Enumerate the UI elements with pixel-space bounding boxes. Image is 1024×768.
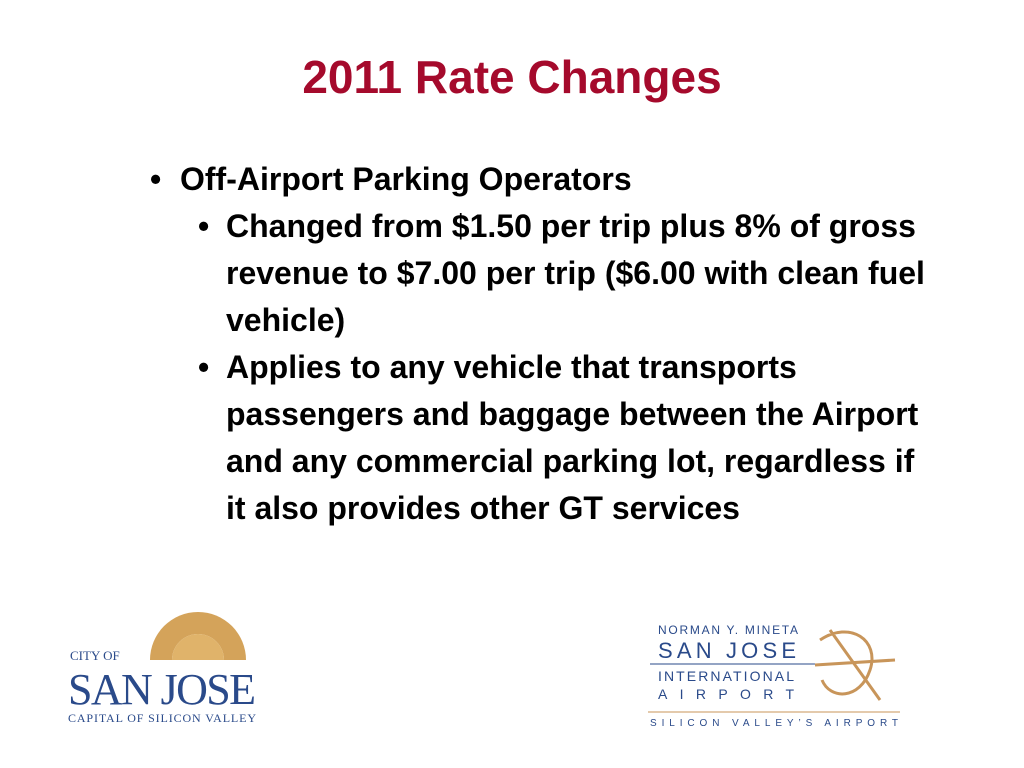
sub-bullet: • Applies to any vehicle that transports… <box>198 344 938 532</box>
city-logo: CITY OF SAN JOSE CAPITAL OF SILICON VALL… <box>68 612 256 725</box>
logo-text: INTERNATIONAL <box>658 668 794 684</box>
logo-text: SAN JOSE <box>68 665 256 714</box>
bullet-text: Off-Airport Parking Operators <box>180 161 632 197</box>
logo-text: NORMAN Y. MINETA <box>658 623 798 637</box>
bullet-dot: • <box>198 349 210 385</box>
logo-text: SAN JOSE <box>658 638 796 663</box>
bullet-text: Changed from $1.50 per trip plus 8% of g… <box>226 208 925 338</box>
logo-text: AIRPORT <box>658 686 794 702</box>
airport-logo: NORMAN Y. MINETA SAN JOSE INTERNATIONAL … <box>648 623 900 729</box>
airport-emblem <box>814 629 896 701</box>
sun-icon <box>150 612 246 686</box>
bullet-dot: • <box>198 208 210 244</box>
logo-text: CITY OF <box>70 648 120 663</box>
sub-bullet: • Changed from $1.50 per trip plus 8% of… <box>198 203 938 344</box>
logo-text: CAPITAL OF SILICON VALLEY <box>68 711 256 725</box>
bullet-text: Applies to any vehicle that transports p… <box>226 349 919 526</box>
bullet-dot: • <box>150 161 162 197</box>
slide-title: 2011 Rate Changes <box>302 51 722 103</box>
logo-text: SILICON VALLEY’S AIRPORT <box>650 718 898 729</box>
